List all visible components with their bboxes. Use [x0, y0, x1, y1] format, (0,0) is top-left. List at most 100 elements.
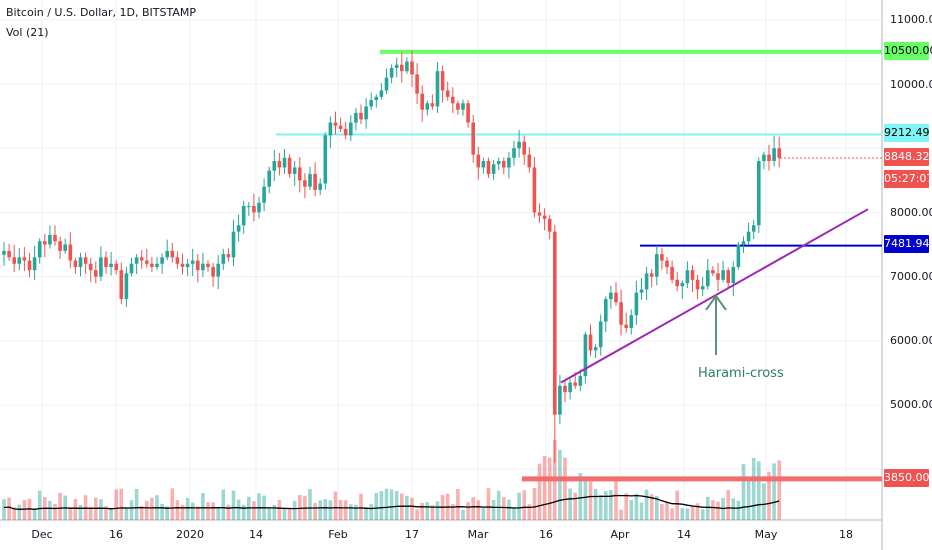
candle-body — [675, 279, 679, 287]
volume-bar — [563, 457, 567, 520]
candle-body — [593, 347, 598, 351]
volume-bar — [165, 506, 169, 520]
volume-bar — [583, 478, 588, 520]
volume-bar — [578, 473, 583, 520]
volume-bar — [323, 499, 328, 520]
candle-body — [486, 161, 491, 174]
candle-body — [767, 154, 771, 162]
candle-body — [323, 135, 328, 184]
volume-bar — [425, 502, 430, 520]
volume-bar — [624, 493, 628, 520]
volume-bar — [277, 500, 282, 520]
volume-bar — [226, 504, 231, 520]
volume-bar — [573, 492, 577, 520]
level-badge-9212: 9212.49 — [884, 124, 930, 142]
volume-bar — [190, 502, 195, 520]
candle-body — [170, 250, 175, 258]
x-tick-14: 14 — [249, 528, 263, 541]
volume-bar — [700, 509, 705, 520]
volume-bar — [124, 507, 129, 520]
candle-body — [379, 90, 384, 97]
volume-bar — [119, 488, 124, 520]
volume-bar — [22, 500, 27, 520]
volume-bar — [12, 507, 16, 520]
volume-bar — [201, 492, 205, 520]
volume-bar — [37, 490, 42, 520]
candle-body — [308, 173, 312, 187]
y-tick-11000: 11000.00 — [890, 13, 932, 26]
candle-body — [706, 270, 710, 287]
candle-body — [247, 205, 251, 207]
candle-body — [547, 218, 552, 232]
candle-body — [400, 64, 404, 72]
candle-body — [711, 270, 715, 274]
volume-bar — [359, 493, 363, 520]
volume-bar — [196, 506, 200, 520]
y-tick-10000: 10000.00 — [890, 78, 932, 91]
volume-bar — [78, 504, 83, 520]
volume-bar — [598, 494, 603, 520]
candle-body — [456, 103, 460, 110]
volume-bar — [751, 458, 756, 520]
candle-body — [726, 270, 730, 284]
volume-bar — [185, 497, 190, 520]
volume-bar — [466, 502, 470, 520]
candle-body — [221, 254, 226, 264]
candle-body — [2, 250, 6, 255]
candle-body — [558, 385, 562, 415]
volume-bar — [430, 505, 435, 520]
candle-body — [145, 260, 149, 264]
volume-bar — [772, 463, 776, 520]
candle-body — [588, 334, 593, 351]
candle-body — [609, 292, 613, 300]
candle-body — [287, 157, 292, 174]
level-badge-7481: 7481.94 — [884, 235, 930, 253]
candle-body — [63, 244, 67, 251]
candle-body — [165, 250, 169, 258]
candle-body — [690, 270, 695, 280]
volume-bar — [777, 460, 781, 520]
volume-bar — [180, 504, 185, 520]
candle-body — [359, 112, 363, 120]
volume-bar — [221, 489, 226, 520]
volume-bar — [175, 500, 180, 520]
candle-body — [445, 90, 450, 97]
x-tick-dec: Dec — [31, 528, 53, 541]
candle-body — [644, 273, 649, 290]
volume-bar — [364, 507, 368, 520]
candle-body — [190, 260, 195, 264]
volume-bar — [502, 497, 506, 520]
volume-bar — [435, 501, 440, 520]
harami-arrow-head — [705, 294, 727, 311]
candle-body — [282, 157, 287, 168]
candle-body — [384, 77, 389, 91]
x-tick-2020: 2020 — [176, 528, 204, 541]
volume-indicator-label: Vol (21) — [6, 26, 49, 39]
candle-body — [206, 263, 210, 267]
volume-bar — [48, 500, 52, 520]
candle-body — [481, 161, 486, 168]
candle-body — [700, 286, 705, 290]
volume-bar — [507, 499, 511, 520]
volume-bar — [292, 500, 297, 520]
candle-body — [507, 157, 511, 168]
countdown-badge: 05:27:07 — [884, 170, 932, 188]
volume-bar — [139, 505, 144, 520]
candle-body — [751, 225, 756, 232]
candle-body — [201, 263, 205, 271]
last-price-badge: 8848.32 — [884, 148, 930, 166]
volume-bar — [129, 500, 134, 520]
volume-bar — [114, 489, 118, 520]
candle-body — [405, 61, 409, 72]
candle-body — [134, 257, 139, 264]
candle-body — [343, 128, 348, 136]
volume-bar — [680, 508, 685, 520]
volume-bar — [328, 500, 333, 520]
volume-bar — [88, 506, 93, 520]
x-tick-may: May — [754, 528, 778, 541]
volume-bar — [741, 464, 746, 520]
candle-body — [746, 231, 751, 242]
volume-bar — [736, 500, 741, 520]
volume-bar — [675, 490, 679, 520]
